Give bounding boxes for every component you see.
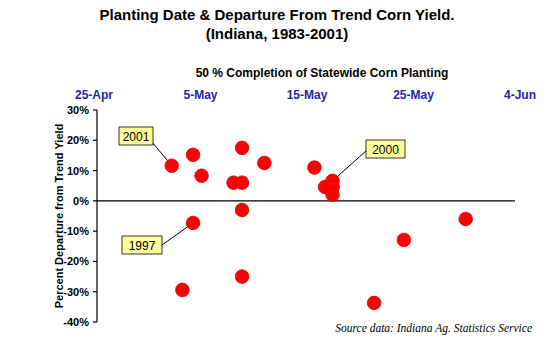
point bbox=[235, 270, 249, 284]
y-tick-label: 10% bbox=[67, 165, 89, 177]
point bbox=[397, 233, 411, 247]
y-tick bbox=[93, 109, 97, 110]
y-tick bbox=[93, 200, 97, 201]
annotation-leader bbox=[162, 227, 187, 245]
point bbox=[195, 169, 209, 183]
point bbox=[235, 176, 249, 190]
x-tick-label: 25-May bbox=[393, 88, 434, 102]
y-tick bbox=[93, 321, 97, 322]
point bbox=[308, 161, 322, 175]
y-tick bbox=[93, 261, 97, 262]
point bbox=[367, 296, 381, 310]
y-tick bbox=[93, 170, 97, 171]
point bbox=[258, 156, 272, 170]
point bbox=[186, 148, 200, 162]
y-tick-label: 20% bbox=[67, 134, 89, 146]
annotation-box bbox=[119, 127, 153, 145]
point bbox=[235, 141, 249, 155]
x-axis-title: 50 % Completion of Statewide Corn Planti… bbox=[196, 66, 449, 80]
x-tick-label: 5-May bbox=[183, 88, 217, 102]
y-tick-label: -10% bbox=[63, 225, 89, 237]
y-tick-label: -40% bbox=[63, 316, 89, 328]
x-tick-label: 25-Apr bbox=[75, 88, 113, 102]
chart: Planting Date & Departure From Trend Cor… bbox=[0, 0, 555, 345]
source-note: Source data: Indiana Ag. Statistics Serv… bbox=[335, 322, 532, 335]
annotation-text: 2000 bbox=[372, 143, 399, 157]
y-tick-label: 30% bbox=[67, 104, 89, 116]
point bbox=[326, 188, 340, 202]
points bbox=[165, 141, 473, 310]
annotation-box bbox=[366, 140, 405, 158]
annotation-leader bbox=[152, 142, 167, 160]
point bbox=[186, 216, 200, 230]
y-axis-title: Percent Departure from Trend Yield bbox=[53, 124, 65, 309]
subtitle: (Indiana, 1983-2001) bbox=[206, 25, 349, 42]
point bbox=[235, 203, 249, 217]
point bbox=[459, 212, 473, 226]
x-tick-label: 4-Jun bbox=[504, 88, 536, 102]
y-axis-line bbox=[96, 110, 97, 322]
y-tick bbox=[93, 231, 97, 232]
annotation-box bbox=[122, 236, 162, 254]
point bbox=[165, 159, 179, 173]
x-tick-label: 15-May bbox=[287, 88, 328, 102]
annotation-leader bbox=[338, 151, 366, 176]
y-tick bbox=[93, 140, 97, 141]
annotation-text: 2001 bbox=[123, 130, 150, 144]
title: Planting Date & Departure From Trend Cor… bbox=[99, 6, 454, 23]
point bbox=[176, 283, 190, 297]
annotation-text: 1997 bbox=[129, 239, 156, 253]
y-tick-label: -20% bbox=[63, 255, 89, 267]
y-tick bbox=[93, 291, 97, 292]
y-tick-label: -30% bbox=[63, 286, 89, 298]
y-tick-label: 0% bbox=[73, 195, 89, 207]
x-axis-line bbox=[97, 200, 515, 201]
